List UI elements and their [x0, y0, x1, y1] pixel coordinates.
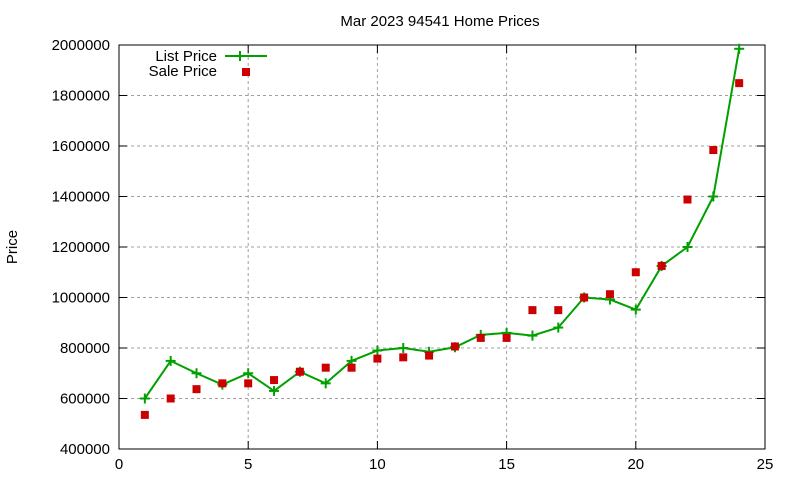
y-axis-ticks: 400000 600000 800000 1000000 1200000 1400000 1… [52, 37, 765, 458]
square-marker-icon [192, 385, 201, 394]
x-tick-label: 5 [244, 456, 252, 473]
square-marker-icon [321, 363, 330, 372]
square-marker-icon [528, 306, 537, 315]
square-marker-icon [709, 146, 718, 155]
legend-marker-list-price-icon [225, 51, 267, 61]
y-tick-label: 400000 [60, 441, 110, 458]
legend-label-sale-price: Sale Price [149, 63, 217, 80]
series-sale-price [140, 79, 744, 419]
square-marker-icon [554, 306, 563, 315]
grid-lines [119, 45, 765, 449]
y-tick-label: 1200000 [52, 239, 110, 256]
list-price-line [144, 48, 741, 400]
x-tick-label: 10 [369, 456, 386, 473]
square-marker-icon [683, 195, 692, 204]
square-marker-icon [140, 410, 149, 419]
y-tick-label: 600000 [60, 391, 110, 408]
x-tick-label: 20 [627, 456, 644, 473]
square-marker-icon [631, 268, 640, 277]
square-marker-icon [399, 353, 408, 362]
square-marker-icon [244, 379, 253, 388]
square-marker-icon [166, 394, 175, 403]
x-tick-label: 25 [757, 456, 774, 473]
legend: List Price Sale Price [149, 48, 267, 80]
square-marker-icon [476, 333, 485, 342]
y-tick-label: 1600000 [52, 138, 110, 155]
y-tick-label: 800000 [60, 340, 110, 357]
square-marker-icon [295, 367, 304, 376]
y-tick-label: 2000000 [52, 37, 110, 54]
square-marker-icon [270, 376, 279, 385]
square-marker-icon [657, 261, 666, 270]
square-marker-icon [735, 79, 744, 88]
square-marker-icon [605, 290, 614, 299]
y-tick-label: 1400000 [52, 189, 110, 206]
y-axis-label: Price [4, 230, 21, 264]
square-marker-icon [425, 351, 434, 360]
legend-marker-sale-price-icon [242, 68, 250, 76]
square-marker-icon [347, 363, 356, 372]
series-list-price [139, 43, 745, 404]
square-marker-icon [450, 342, 459, 351]
x-axis-ticks: 0 5 10 15 20 25 [115, 45, 774, 473]
square-marker-icon [218, 379, 227, 388]
square-marker-icon [502, 333, 511, 342]
square-marker-icon [373, 354, 382, 363]
square-marker-icon [580, 293, 589, 302]
x-tick-label: 0 [115, 456, 123, 473]
y-tick-label: 1000000 [52, 290, 110, 307]
x-tick-label: 15 [498, 456, 515, 473]
legend-label-list-price: List Price [155, 48, 217, 65]
chart-title: Mar 2023 94541 Home Prices [340, 13, 539, 30]
y-tick-label: 1800000 [52, 88, 110, 105]
